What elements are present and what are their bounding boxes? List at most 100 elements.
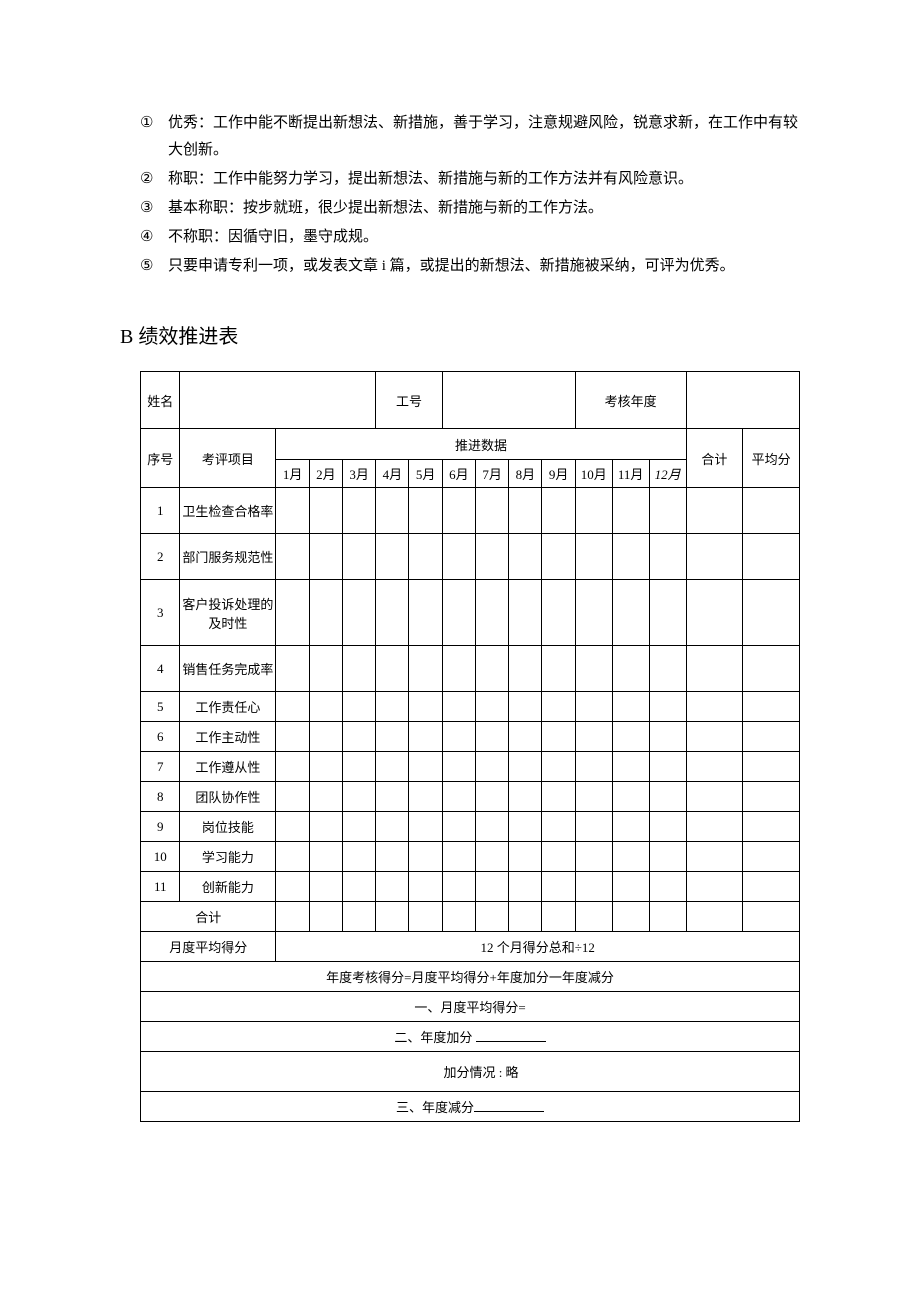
data-cell [475,580,508,646]
line3-row: 三、年度减分 [141,1092,800,1122]
row-total-cell [686,488,743,534]
data-cell [376,722,409,752]
data-cell [442,646,475,692]
data-cell [509,534,542,580]
data-cell [309,488,342,534]
seq-cell: 7 [141,752,180,782]
criteria-item: ⑤只要申请专利一项，或发表文章 i 篇，或提出的新想法、新措施被采纳，可评为优秀… [140,253,800,280]
seq-cell: 4 [141,646,180,692]
data-cell [542,692,575,722]
data-cell [542,534,575,580]
seq-cell: 5 [141,692,180,722]
month-header: 2月 [309,460,342,488]
data-cell [475,722,508,752]
data-cell [542,782,575,812]
row-avg-cell [743,842,800,872]
data-cell [409,842,442,872]
data-cell [409,812,442,842]
data-cell [475,782,508,812]
data-cell [509,722,542,752]
data-cell [649,692,686,722]
data-cell [309,692,342,722]
data-cell [542,842,575,872]
row-avg-cell [743,872,800,902]
line2-row: 二、年度加分 [141,1022,800,1052]
total-row-label: 合计 [141,902,276,932]
empno-label: 工号 [376,372,443,429]
data-cell [376,646,409,692]
data-cell [442,842,475,872]
data-cell [309,812,342,842]
performance-table: 姓名 工号 考核年度 序号 考评项目 推进数据 合计 平均分 1月 2月 3月 … [140,371,800,1122]
data-cell [409,782,442,812]
row-avg-cell [743,534,800,580]
data-cell [509,782,542,812]
data-cell [612,534,649,580]
table-row: 10学习能力 [141,842,800,872]
bonus-note: 加分情况 : 略 [141,1052,800,1092]
criteria-num: ⑤ [140,253,168,280]
item-cell: 学习能力 [180,842,276,872]
data-cell [276,692,309,722]
seq-cell: 9 [141,812,180,842]
data-cell [342,812,375,842]
data-cell [509,842,542,872]
data-cell [376,872,409,902]
data-cell [575,782,612,812]
month-header: 7月 [475,460,508,488]
row-total-cell [686,872,743,902]
data-cell [649,782,686,812]
data-cell [342,782,375,812]
data-cell [309,534,342,580]
data-cell [342,692,375,722]
data-cell [649,812,686,842]
data-cell [575,812,612,842]
month-header: 4月 [376,460,409,488]
month-header: 8月 [509,460,542,488]
data-cell [376,534,409,580]
item-cell: 销售任务完成率 [180,646,276,692]
row-total-cell [686,812,743,842]
data-cell [309,872,342,902]
data-cell [575,722,612,752]
name-value [180,372,376,429]
table-row: 2部门服务规范性 [141,534,800,580]
criteria-item: ②称职：工作中能努力学习，提出新想法、新措施与新的工作方法并有风险意识。 [140,166,800,193]
data-cell [442,580,475,646]
data-cell [649,580,686,646]
data-cell [542,872,575,902]
data-cell [649,722,686,752]
month-avg-label: 月度平均得分 [141,932,276,962]
data-cell [475,692,508,722]
data-cell [612,488,649,534]
line3-text: 三、年度减分 [396,1100,474,1115]
row-avg-cell [743,488,800,534]
criteria-item: ④不称职：因循守旧，墨守成规。 [140,224,800,251]
criteria-item: ①优秀：工作中能不断提出新想法、新措施，善于学习，注意规避风险，锐意求新，在工作… [140,110,800,164]
bonus-note-row: 加分情况 : 略 [141,1052,800,1092]
criteria-text: 不称职：因循守旧，墨守成规。 [168,224,800,251]
item-cell: 卫生检查合格率 [180,488,276,534]
data-cell [575,842,612,872]
row-total-cell [686,782,743,812]
data-label: 推进数据 [276,429,686,460]
criteria-num: ④ [140,224,168,251]
data-cell [509,872,542,902]
data-cell [342,580,375,646]
data-cell [276,872,309,902]
month-avg-row: 月度平均得分 12 个月得分总和÷12 [141,932,800,962]
data-cell [575,580,612,646]
row-total-cell [686,646,743,692]
data-cell [342,842,375,872]
seq-cell: 6 [141,722,180,752]
data-cell [649,752,686,782]
data-cell [649,872,686,902]
data-cell [649,488,686,534]
row-avg-cell [743,646,800,692]
section-title: B 绩效推进表 [120,320,800,349]
data-cell [442,752,475,782]
table-row: 8团队协作性 [141,782,800,812]
header-row: 序号 考评项目 推进数据 合计 平均分 [141,429,800,460]
item-cell: 部门服务规范性 [180,534,276,580]
row-total-cell [686,722,743,752]
